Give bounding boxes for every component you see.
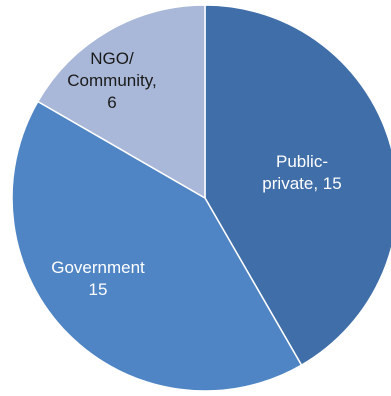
pie-slices — [11, 4, 391, 392]
pie-label-public: Public-private, 15 — [262, 152, 341, 193]
pie-label-line: Public- — [276, 152, 328, 171]
pie-labels: Public-private, 15 Government 15 NGO/Commun… — [51, 49, 341, 299]
pie-label-line: Community, — [67, 71, 156, 90]
pie-label-ngo: NGO/Community, 6 — [67, 49, 156, 112]
pie-slice-government — [11, 100, 303, 392]
pie-label-line: Government — [51, 258, 145, 277]
pie-label-line: private, 15 — [262, 174, 341, 193]
pie-slice-public — [204, 4, 391, 367]
pie-label-line: 15 — [89, 280, 108, 299]
pie-label-line: 6 — [107, 93, 116, 112]
pie-label-government: Government 15 — [51, 258, 145, 299]
pie-slice-ngo — [36, 4, 206, 200]
pie-label-line: NGO/ — [90, 49, 134, 68]
